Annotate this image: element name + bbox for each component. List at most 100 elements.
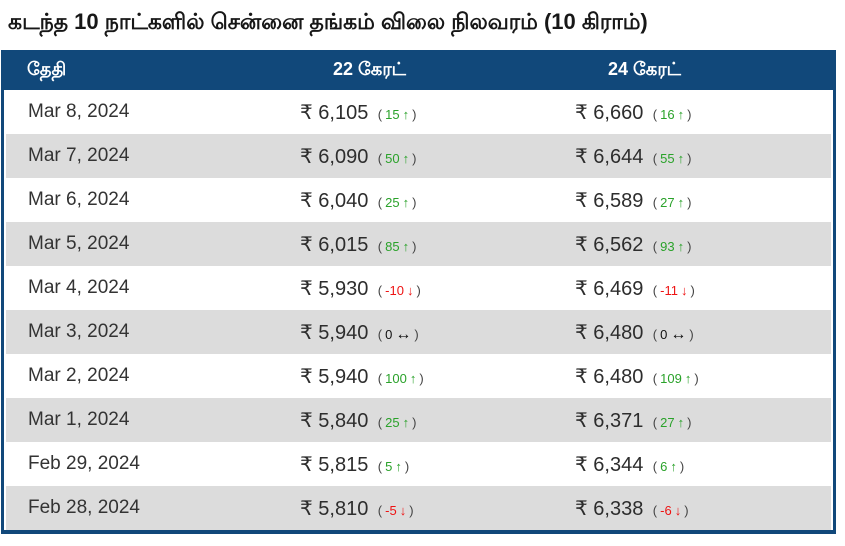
price-cell-24k: ₹ 6,480 (109 ↑) (549, 364, 831, 389)
up-arrow-icon: ↑ (677, 414, 685, 430)
change-value: 16 (660, 106, 675, 122)
price-value: ₹ 6,644 (575, 145, 644, 168)
table-row: Feb 28, 2024 ₹ 5,810 (-5 ↓) ₹ 6,338 (-6 ↓) (6, 486, 831, 530)
change-value: 100 (385, 370, 407, 386)
change-value: 85 (385, 238, 400, 254)
paren-close: ) (412, 150, 417, 166)
change-value: 27 (660, 414, 675, 430)
change-value: 50 (385, 150, 400, 166)
paren-open: ( (652, 414, 658, 430)
up-arrow-icon: ↑ (402, 238, 410, 254)
price-value: ₹ 6,480 (575, 321, 644, 344)
paren-close: ) (412, 106, 417, 122)
change-value: 0 (385, 326, 393, 342)
price-cell-24k: ₹ 6,562 (93 ↑) (549, 232, 831, 257)
table-header-row: தேதி 22 கேரட் 24 கேரட் (4, 50, 833, 90)
price-cell-22k: ₹ 5,940 (100 ↑) (274, 364, 549, 389)
price-value: ₹ 6,480 (575, 365, 644, 388)
paren-open: ( (652, 282, 658, 298)
price-value: ₹ 6,562 (575, 233, 644, 256)
price-change: (109 ↑) (653, 371, 699, 386)
up-arrow-icon: ↑ (677, 106, 685, 122)
change-value: -10 (385, 282, 404, 298)
price-cell-24k: ₹ 6,589 (27 ↑) (549, 188, 831, 213)
up-arrow-icon: ↑ (395, 458, 402, 474)
price-change: (25 ↑) (378, 415, 417, 430)
price-change: (27 ↑) (653, 195, 692, 210)
table-row: Mar 1, 2024 ₹ 5,840 (25 ↑) ₹ 6,371 (27 ↑) (6, 398, 831, 442)
price-cell-22k: ₹ 5,940 (0 ↔) (274, 320, 549, 345)
paren-close: ) (689, 326, 694, 342)
paren-close: ) (412, 238, 417, 254)
paren-close: ) (409, 502, 414, 518)
paren-close: ) (687, 238, 692, 254)
paren-close: ) (687, 414, 692, 430)
price-cell-22k: ₹ 5,840 (25 ↑) (274, 408, 549, 433)
price-value: ₹ 6,090 (300, 145, 369, 168)
paren-close: ) (687, 194, 692, 210)
paren-open: ( (652, 106, 658, 122)
paren-close: ) (419, 370, 424, 386)
change-value: 25 (385, 414, 400, 430)
date-cell: Mar 7, 2024 (28, 145, 130, 166)
change-value: 15 (385, 106, 400, 122)
paren-open: ( (377, 414, 383, 430)
up-arrow-icon: ↑ (402, 414, 410, 430)
up-arrow-icon: ↑ (670, 458, 677, 474)
price-cell-24k: ₹ 6,469 (-11 ↓) (549, 276, 831, 301)
change-value: 0 (660, 326, 668, 342)
table-row: Mar 5, 2024 ₹ 6,015 (85 ↑) ₹ 6,562 (93 ↑) (6, 222, 831, 266)
table-row: Mar 6, 2024 ₹ 6,040 (25 ↑) ₹ 6,589 (27 ↑) (6, 178, 831, 222)
paren-open: ( (652, 150, 658, 166)
price-cell-22k: ₹ 6,105 (15 ↑) (274, 100, 549, 125)
table-row: Mar 2, 2024 ₹ 5,940 (100 ↑) ₹ 6,480 (109 ↑… (6, 354, 831, 398)
price-change: (55 ↑) (653, 151, 692, 166)
paren-open: ( (377, 194, 383, 210)
change-value: 55 (660, 150, 675, 166)
change-value: 6 (660, 458, 668, 474)
price-change: (27 ↑) (653, 415, 692, 430)
price-change: (6 ↑) (653, 459, 684, 474)
price-cell-24k: ₹ 6,338 (-6 ↓) (549, 496, 831, 521)
date-cell: Mar 6, 2024 (28, 189, 130, 210)
price-change: (50 ↑) (378, 151, 417, 166)
table-row: Mar 8, 2024 ₹ 6,105 (15 ↑) ₹ 6,660 (16 ↑) (6, 90, 831, 134)
price-value: ₹ 6,015 (300, 233, 369, 256)
price-cell-24k: ₹ 6,344 (6 ↑) (549, 452, 831, 477)
up-arrow-icon: ↑ (677, 238, 685, 254)
price-value: ₹ 5,810 (300, 497, 369, 520)
change-value: 93 (660, 238, 675, 254)
price-cell-24k: ₹ 6,480 (0 ↔) (549, 320, 831, 345)
date-cell: Mar 4, 2024 (28, 277, 130, 298)
change-value: -6 (660, 502, 672, 518)
paren-close: ) (416, 282, 421, 298)
header-date: தேதி (27, 58, 67, 79)
date-cell: Feb 29, 2024 (28, 453, 140, 474)
paren-close: ) (404, 458, 410, 474)
price-cell-22k: ₹ 6,040 (25 ↑) (274, 188, 549, 213)
paren-open: ( (377, 282, 383, 298)
price-change: (25 ↑) (378, 195, 417, 210)
price-cell-22k: ₹ 5,810 (-5 ↓) (274, 496, 549, 521)
price-change: (100 ↑) (378, 371, 424, 386)
header-24-carat: 24 கேரட் (608, 58, 681, 79)
down-arrow-icon: ↓ (406, 282, 414, 298)
price-value: ₹ 5,940 (300, 321, 369, 344)
paren-close: ) (412, 414, 417, 430)
price-value: ₹ 5,815 (300, 453, 369, 476)
paren-open: ( (652, 370, 658, 386)
up-arrow-icon: ↑ (402, 106, 410, 122)
change-value: 27 (660, 194, 675, 210)
price-change: (-11 ↓) (653, 283, 695, 298)
price-change: (93 ↑) (653, 239, 692, 254)
paren-close: ) (679, 458, 685, 474)
price-change: (0 ↔) (378, 326, 419, 343)
date-cell: Mar 8, 2024 (28, 101, 130, 122)
gold-price-table: தேதி 22 கேரட் 24 கேரட் Mar 8, 2024 ₹ 6,1… (1, 50, 836, 534)
paren-open: ( (377, 106, 383, 122)
paren-open: ( (377, 370, 383, 386)
price-cell-24k: ₹ 6,644 (55 ↑) (549, 144, 831, 169)
up-arrow-icon: ↑ (409, 370, 417, 386)
price-value: ₹ 6,660 (575, 101, 644, 124)
paren-close: ) (687, 150, 692, 166)
